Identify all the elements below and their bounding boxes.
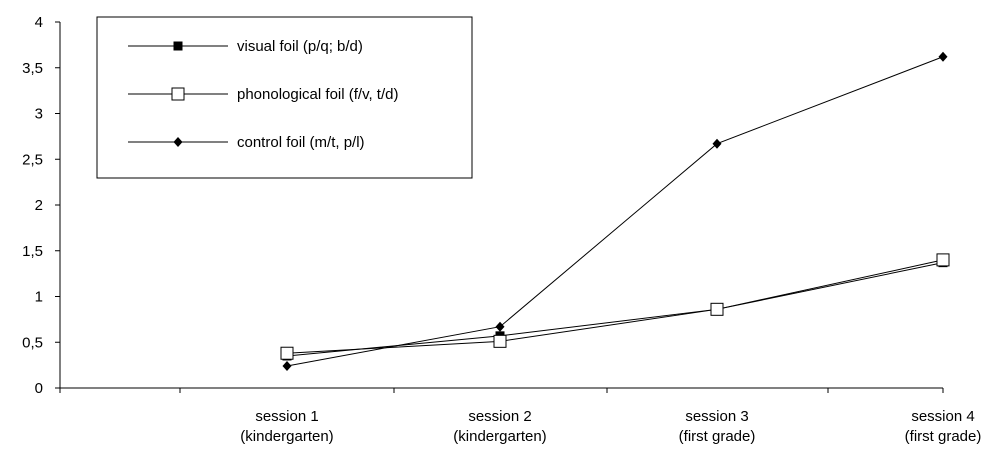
open-square-marker (493, 334, 507, 348)
series-line (286, 259, 944, 354)
x-category-label: session 3 (first grade) (679, 408, 756, 445)
series-layer (280, 51, 950, 372)
filled-diamond-marker (282, 361, 292, 372)
y-tick-label: 3,5 (22, 60, 43, 77)
series-1 (282, 258, 948, 361)
series-2 (280, 253, 950, 360)
x-category-label-line: session 4 (911, 408, 974, 425)
legend-items: visual foil (p/q; b/d) phonological foil … (128, 38, 398, 151)
legend-item-3: control foil (m/t, p/l) (128, 134, 365, 151)
open-square-marker (936, 253, 950, 267)
series-3 (282, 51, 948, 372)
legend-label: control foil (m/t, p/l) (237, 134, 365, 151)
filled-diamond-marker (173, 137, 183, 147)
x-category-label: session 1 (kindergarten) (240, 408, 333, 445)
x-category-label-line: (kindergarten) (453, 428, 546, 445)
legend-label: phonological foil (f/v, t/d) (237, 86, 398, 103)
open-square-marker (171, 87, 185, 101)
series-line (286, 56, 944, 367)
open-square-marker (280, 346, 294, 360)
x-category-label: session 4 (first grade) (905, 408, 982, 445)
y-axis-ticks: 0 0,5 1 1,5 2 2,5 3 3,5 4 (22, 14, 60, 397)
filled-diamond-marker (938, 51, 948, 62)
legend-item-1: visual foil (p/q; b/d) (128, 38, 363, 55)
series-line (286, 262, 944, 357)
legend: visual foil (p/q; b/d) phonological foil … (96, 16, 473, 179)
x-category-label: session 2 (kindergarten) (453, 408, 546, 445)
filled-diamond-marker (712, 138, 722, 149)
legend-item-2: phonological foil (f/v, t/d) (128, 86, 398, 103)
axes: 0 0,5 1 1,5 2 2,5 3 3,5 4 session 1 (kindergarten… (22, 14, 981, 445)
x-category-label-line: session 2 (468, 408, 531, 425)
y-tick-label: 2 (35, 197, 43, 214)
y-tick-label: 0 (35, 380, 43, 397)
y-tick-label: 2,5 (22, 151, 43, 168)
x-category-label-line: (kindergarten) (240, 428, 333, 445)
open-square-marker (710, 302, 724, 316)
y-tick-label: 3 (35, 106, 43, 123)
y-tick-label: 1,5 (22, 243, 43, 260)
filled-square-marker (173, 41, 183, 51)
legend-label: visual foil (p/q; b/d) (237, 38, 363, 55)
x-category-label-line: (first grade) (905, 428, 982, 445)
y-tick-label: 0,5 (22, 334, 43, 351)
x-axis-ticks: session 1 (kindergarten) session 2 (kinderg… (59, 388, 982, 445)
x-category-label-line: (first grade) (679, 428, 756, 445)
y-tick-label: 4 (35, 14, 43, 31)
y-tick-label: 1 (35, 289, 43, 306)
filled-diamond-marker (495, 321, 505, 332)
x-category-label-line: session 1 (255, 408, 318, 425)
x-category-label-line: session 3 (685, 408, 748, 425)
legend-box (96, 16, 473, 179)
